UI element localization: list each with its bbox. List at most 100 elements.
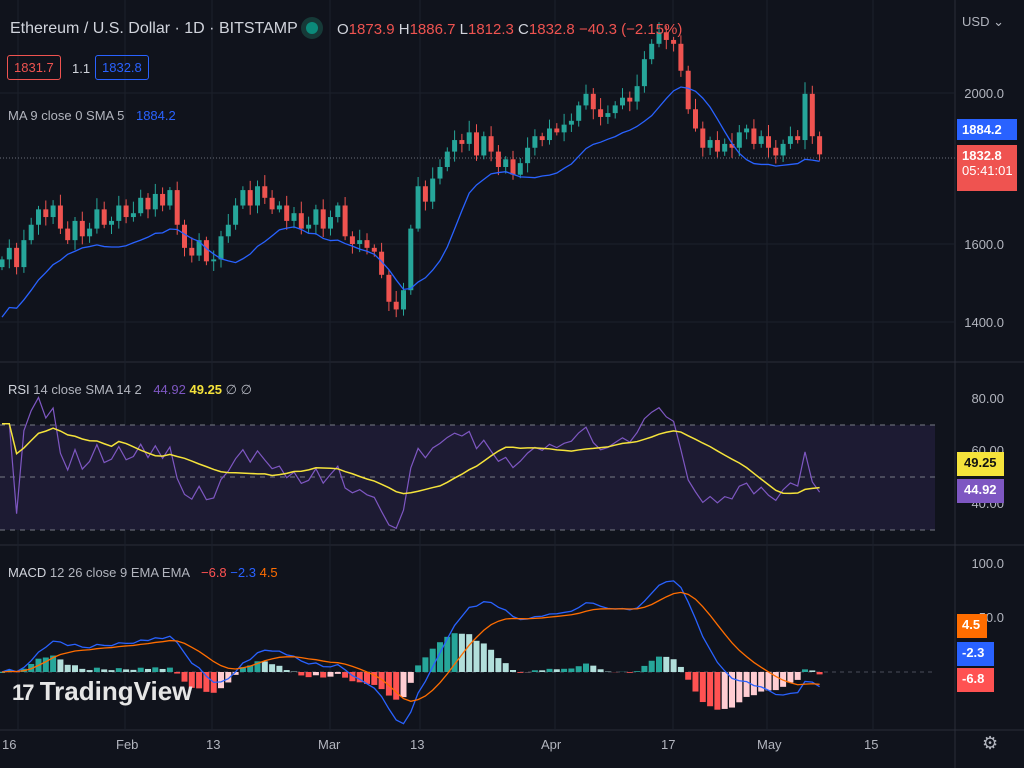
buy-button[interactable]: 1832.8 [95, 55, 149, 80]
price-tick: 2000.0 [964, 86, 1004, 101]
rsi-legend[interactable]: RSI 14 close SMA 14 2 44.92 49.25 ∅ ∅ [8, 382, 252, 398]
o-label: O [337, 21, 349, 38]
macd-histogram-bar [283, 670, 290, 672]
macd-signal-value: 4.5 [259, 565, 278, 580]
candle-body [284, 205, 290, 221]
change-value: −40.3 (−2.15%) [578, 21, 683, 38]
macd-legend[interactable]: MACD 12 26 close 9 EMA EMA −6.8 −2.3 4.5 [8, 565, 278, 580]
currency-selector[interactable]: USD ⌄ [962, 14, 1004, 29]
candle-body [649, 43, 655, 60]
x-tick: Mar [318, 737, 341, 752]
candle-body [656, 32, 662, 44]
candle-body [817, 136, 823, 155]
rsi-tag: 44.92 [957, 479, 1004, 503]
x-tick: May [757, 737, 782, 752]
macd-histogram-bar [232, 672, 239, 675]
candle-body [313, 209, 319, 225]
candle-body [620, 97, 625, 106]
rsi-sma-line [2, 422, 820, 495]
sell-button[interactable]: 1831.7 [7, 55, 61, 80]
rsi-params: 14 close SMA 14 2 [33, 382, 142, 397]
macd-histogram-bar [269, 664, 276, 672]
settings-gear-icon[interactable]: ⚙ [982, 733, 999, 753]
x-tick: 13 [410, 737, 425, 752]
candle-body [72, 220, 78, 241]
candle-body [116, 205, 122, 221]
candle-body [809, 93, 815, 137]
macd-histogram-bar [553, 669, 560, 672]
rsi-tick: 80.00 [971, 391, 1004, 406]
macd-histogram-bar [626, 672, 633, 673]
candle-body [335, 205, 341, 218]
macd-histogram-bar [276, 665, 283, 672]
rsi-sma-value: 49.25 [189, 382, 223, 397]
macd-histogram-bar [305, 672, 312, 678]
macd-histogram-bar [488, 649, 495, 672]
candle-body [87, 228, 93, 237]
rsi-title: RSI [8, 382, 30, 397]
candle-body [160, 193, 166, 206]
candle-body [255, 186, 260, 206]
ma-legend[interactable]: MA 9 close 0 SMA 5 1884.2 [8, 108, 176, 123]
macd-histogram-bar [93, 667, 100, 672]
macd-histogram-bar [780, 672, 787, 687]
macd-histogram-bar [312, 672, 319, 676]
macd-histogram-bar [568, 668, 575, 672]
candle-body [328, 217, 333, 229]
tradingview-logo-icon: 17 [12, 680, 35, 705]
macd-histogram-bar [510, 670, 516, 672]
macd-histogram-bar [188, 672, 195, 688]
candle-body [50, 205, 56, 218]
candle-body [693, 109, 698, 129]
macd-histogram-bar [809, 670, 816, 672]
macd-histogram-bar [298, 672, 305, 676]
symbol-title[interactable]: Ethereum / U.S. Dollar · 1D · BITSTAMP [10, 20, 298, 37]
macd-histogram-bar [480, 643, 487, 672]
close-value: 1832.8 [528, 21, 575, 38]
candle-body [174, 190, 180, 225]
c-label: C [518, 21, 529, 38]
macd-histogram-bar [699, 672, 706, 703]
macd-histogram-bar [415, 665, 422, 672]
candle-body [780, 143, 786, 156]
macd-histogram-bar [400, 672, 407, 698]
candle-body [714, 140, 720, 152]
tradingview-watermark: 17 TradingView [12, 676, 192, 707]
candle-body [269, 197, 275, 210]
macd-histogram-bar [429, 648, 436, 672]
candle-body [452, 140, 458, 152]
macd-histogram-bar [750, 672, 757, 696]
candle-body [495, 151, 501, 167]
candle-body [583, 93, 589, 106]
candle-body [262, 186, 268, 198]
macd-histogram-bar [802, 669, 808, 672]
candle-body [320, 209, 326, 229]
candle-body [145, 197, 151, 210]
candle-body [722, 143, 728, 152]
candle-body [634, 86, 640, 102]
macd-histogram-bar [86, 670, 93, 672]
macd-tag: -2.3 [957, 642, 994, 666]
macd-histogram-bar [634, 671, 641, 672]
macd-histogram-bar [225, 672, 232, 683]
candle-body [488, 136, 494, 152]
candle-body [678, 43, 684, 71]
candle-body [130, 213, 136, 218]
macd-histogram-bar [590, 665, 597, 672]
hist-tag: -6.8 [957, 668, 994, 692]
macd-histogram-bar [670, 659, 677, 672]
currency-label: USD [962, 14, 990, 29]
macd-histogram-bar [451, 633, 458, 672]
macd-histogram-bar [130, 669, 137, 672]
candle-body [203, 240, 209, 262]
last-price: 1832.8 [962, 148, 1002, 163]
macd-histogram-bar [692, 672, 699, 692]
candle-body [532, 136, 538, 148]
ma-line [1, 86, 820, 318]
candle-body [503, 159, 509, 167]
rsi-band [0, 425, 935, 530]
macd-histogram-bar [765, 672, 772, 691]
candle-body [28, 224, 34, 241]
macd-histogram-bar [152, 667, 159, 672]
